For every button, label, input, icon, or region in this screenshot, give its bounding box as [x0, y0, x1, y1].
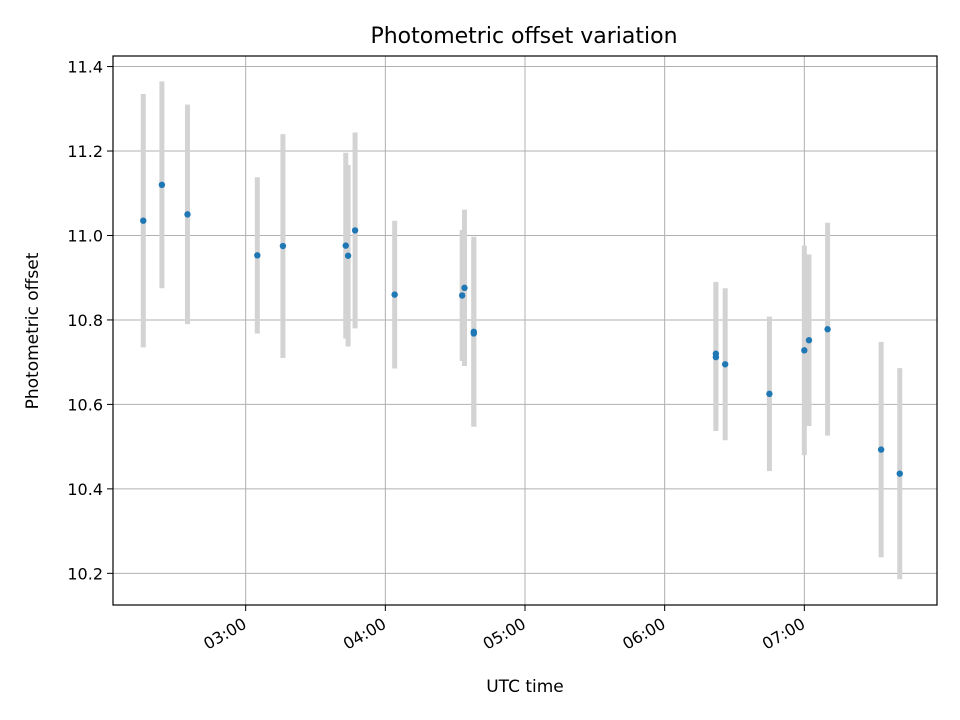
data-point [461, 284, 468, 292]
y-tick-label: 10.6 [67, 395, 103, 414]
x-tick-label: 06:00 [619, 614, 668, 654]
data-point [801, 347, 808, 354]
data-point [279, 242, 287, 250]
x-axis-label: UTC time [486, 677, 564, 697]
data-point [140, 217, 147, 224]
data-point [158, 181, 166, 189]
data-point [344, 252, 352, 259]
y-tick-label: 11.4 [67, 58, 103, 77]
y-tick-label: 10.2 [67, 564, 103, 583]
data-point [342, 242, 349, 249]
y-tick-label: 11.2 [67, 142, 103, 161]
data-point [805, 337, 813, 344]
data-point [391, 291, 398, 298]
data-point [721, 361, 729, 368]
chart-title: Photometric offset variation [370, 24, 677, 49]
data-point [766, 390, 773, 398]
data-point [458, 292, 466, 299]
y-tick-label: 10.4 [67, 480, 103, 499]
data-point [470, 330, 477, 337]
data-points [140, 181, 903, 477]
x-tick-label: 05:00 [480, 614, 529, 654]
x-tick-label: 03:00 [200, 614, 249, 654]
y-axis-label: Photometric offset [23, 252, 43, 409]
x-tick-label: 07:00 [759, 614, 808, 654]
data-point [824, 326, 831, 333]
data-point [877, 446, 885, 453]
grid [113, 56, 937, 605]
y-axis: 10.2 10.4 10.6 10.8 11.0 11.2 11.4 [67, 58, 113, 583]
data-point [351, 227, 359, 234]
data-point [896, 470, 903, 477]
error-bars [140, 81, 903, 580]
data-point [712, 350, 720, 357]
y-tick-label: 11.0 [67, 226, 103, 245]
data-point [184, 211, 191, 218]
x-tick-label: 04:00 [340, 614, 389, 654]
data-point [254, 252, 261, 259]
y-tick-label: 10.8 [67, 311, 103, 330]
x-axis: 03:00 04:00 05:00 06:00 07:00 [200, 605, 808, 654]
